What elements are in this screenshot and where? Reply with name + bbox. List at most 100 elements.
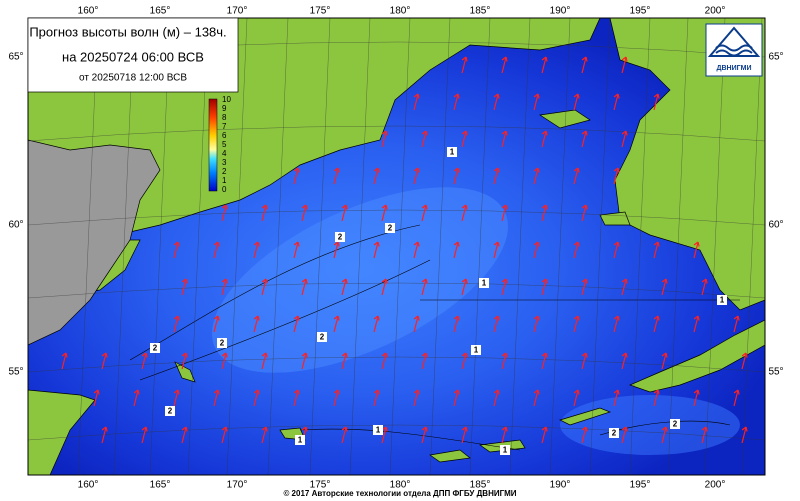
wave-direction-arrow [461,278,468,296]
land-alaska-peninsula [629,319,765,393]
longitude-label: 190° [550,6,571,17]
wave-direction-arrow [613,389,620,407]
longitude-label: 170° [227,6,248,17]
latitude-label: 65° [768,52,783,63]
meridian [349,18,371,475]
wave-direction-arrow [301,278,308,296]
contour-label-bg [670,419,680,429]
contour-label: 2 [220,339,225,348]
colorbar-label: 3 [222,158,227,167]
wave-direction-arrow [101,352,108,370]
wave-direction-arrow [213,241,220,259]
longitude-label: 185° [470,6,491,17]
wave-direction-arrow [421,352,428,370]
land-nunivak [599,211,631,226]
wave-direction-arrow [333,315,340,333]
wave-direction-arrow [413,93,420,111]
wave-direction-arrow [621,352,628,370]
longitude-label: 160° [78,6,99,17]
colorbar-label: 5 [222,140,227,149]
longitude-label: 195° [630,6,651,17]
title: Прогноз высоты волн (м) – 138ч. [29,24,226,39]
contour-label-bg [447,147,457,157]
wave-direction-arrow [181,352,188,370]
wave-direction-arrow [381,204,388,222]
meridian [509,18,531,475]
wave-direction-arrow [181,278,188,296]
contour-label: 1 [298,436,303,445]
wave-direction-arrow [541,352,548,370]
wave-direction-arrow [453,315,460,333]
wave-direction-arrow [653,241,660,259]
wave-direction-arrow [213,315,220,333]
wave-direction-arrow [573,389,580,407]
wave-direction-arrow [581,278,588,296]
wave-direction-arrow [221,278,228,296]
longitude-label: 165° [150,480,171,491]
colorbar-label: 2 [222,167,227,176]
meridian [741,18,763,475]
colorbar-label: 6 [222,131,227,140]
wave-direction-arrow [141,352,148,370]
meridian [309,18,331,475]
contour-label-bg [479,278,489,288]
wave-direction-arrow [661,278,668,296]
meridian [704,18,726,475]
logo-waves [715,44,753,57]
wave-direction-arrow [341,278,348,296]
wave-direction-arrow [381,352,388,370]
latitude-label: 60° [8,220,23,231]
wave-direction-arrow [453,167,460,185]
contour-label: 1 [474,346,479,355]
contour-label: 2 [673,420,678,429]
colorbar-label: 8 [222,113,227,122]
wave-direction-arrow [413,389,420,407]
wave-direction-arrow [501,204,508,222]
latitude-label: 60° [768,220,783,231]
wave-direction-arrow [341,426,348,444]
wave-direction-arrow [541,278,548,296]
contour-label-bg [317,332,327,342]
wave-direction-arrow [141,426,148,444]
meridian [589,18,611,475]
wave-direction-arrow [693,315,700,333]
wave-direction-arrow [653,93,660,111]
wave-direction-arrow [621,278,628,296]
wave-direction-arrow [413,241,420,259]
contour-label: 1 [450,148,455,157]
contour-label-bg [295,435,305,445]
contour-label-bg [165,406,175,416]
contour-label: 1 [482,279,487,288]
wave-direction-arrow [261,204,268,222]
colorbar-label: 10 [222,95,231,104]
longitude-label: 180° [390,6,411,17]
wave-direction-arrow [301,204,308,222]
latitude-label: 65° [8,52,23,63]
wave-direction-arrow [581,426,588,444]
wave-direction-arrow [501,56,508,74]
wave-direction-arrow [501,352,508,370]
wave-field [212,187,508,373]
wave-direction-arrow [293,241,300,259]
longitude-label: 175° [310,480,331,491]
wave-direction-arrow [341,352,348,370]
wave-direction-arrow [621,426,628,444]
wave-direction-arrow [533,241,540,259]
longitude-label: 180° [390,480,411,491]
wave-direction-arrow [541,426,548,444]
wave-direction-arrow [701,278,708,296]
meridian [667,18,689,475]
meridian [429,18,451,475]
wave-direction-arrow [421,426,428,444]
contour-label: 1 [720,296,725,305]
title-box [27,17,239,93]
wave-direction-arrow [101,426,108,444]
longitude-label: 165° [150,6,171,17]
wave-direction-arrow [261,426,268,444]
colorbar-label: 4 [222,149,227,158]
contour-label: 2 [338,233,343,242]
issued-time: от 20250718 12:00 ВСВ [79,73,187,84]
wave-direction-arrow [293,167,300,185]
wave-direction-arrow [493,241,500,259]
